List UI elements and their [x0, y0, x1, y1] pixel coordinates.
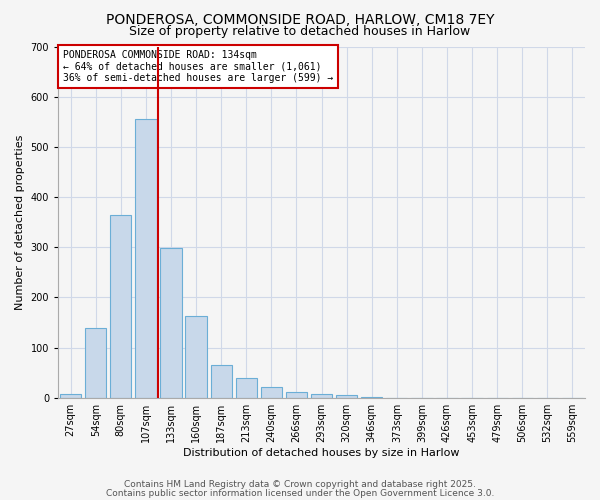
Bar: [135, 120, 157, 398]
Bar: [260, 386, 282, 398]
Y-axis label: Number of detached properties: Number of detached properties: [15, 134, 25, 310]
Bar: [185, 316, 207, 398]
Bar: [311, 394, 332, 398]
Bar: [336, 395, 357, 398]
Bar: [160, 248, 182, 398]
X-axis label: Distribution of detached houses by size in Harlow: Distribution of detached houses by size …: [183, 448, 460, 458]
Bar: [286, 392, 307, 398]
Text: PONDEROSA COMMONSIDE ROAD: 134sqm
← 64% of detached houses are smaller (1,061)
3: PONDEROSA COMMONSIDE ROAD: 134sqm ← 64% …: [64, 50, 334, 83]
Text: Size of property relative to detached houses in Harlow: Size of property relative to detached ho…: [130, 25, 470, 38]
Text: Contains public sector information licensed under the Open Government Licence 3.: Contains public sector information licen…: [106, 488, 494, 498]
Bar: [110, 214, 131, 398]
Bar: [211, 365, 232, 398]
Text: PONDEROSA, COMMONSIDE ROAD, HARLOW, CM18 7EY: PONDEROSA, COMMONSIDE ROAD, HARLOW, CM18…: [106, 12, 494, 26]
Bar: [60, 394, 81, 398]
Bar: [85, 328, 106, 398]
Text: Contains HM Land Registry data © Crown copyright and database right 2025.: Contains HM Land Registry data © Crown c…: [124, 480, 476, 489]
Bar: [236, 378, 257, 398]
Bar: [361, 396, 382, 398]
